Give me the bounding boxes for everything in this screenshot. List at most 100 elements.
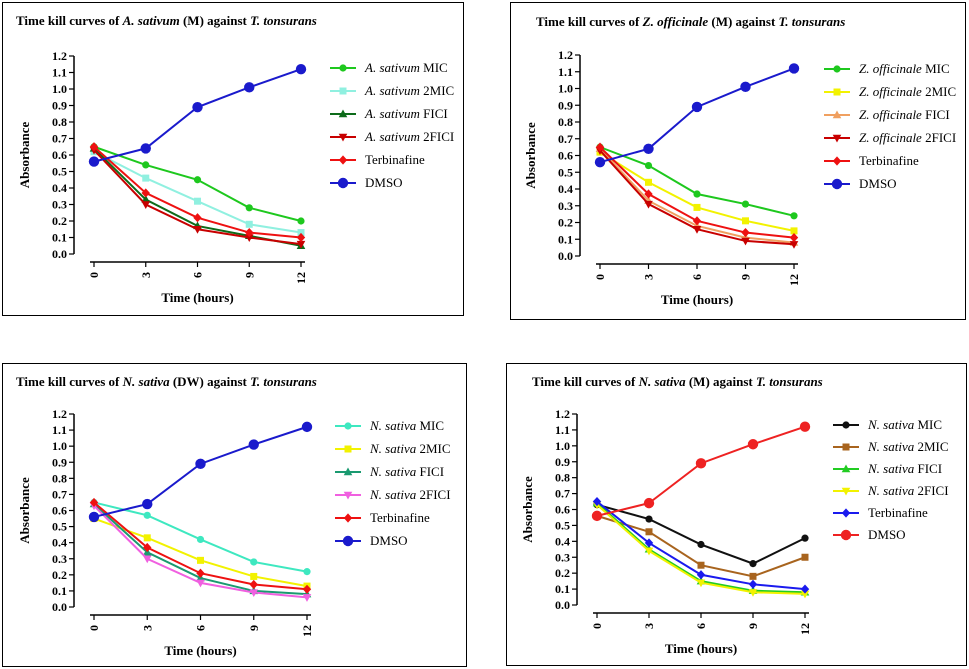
data-point xyxy=(693,190,701,198)
data-point xyxy=(645,178,652,186)
series-line xyxy=(596,503,806,565)
legend-label: Terbinafine xyxy=(859,153,919,168)
y-tick-label: 0.9 xyxy=(558,98,573,112)
legend-entry: Z. officinale FICI xyxy=(824,107,950,122)
y-tick-label: 1.0 xyxy=(52,439,67,453)
data-point xyxy=(643,143,654,154)
y-tick-label: 0.2 xyxy=(52,568,67,582)
legend-label: N. sativa 2FICI xyxy=(369,487,451,502)
y-tick-label: 0.5 xyxy=(558,165,573,179)
series-line xyxy=(596,425,806,517)
data-point xyxy=(301,421,313,433)
legend-swatch-marker xyxy=(832,134,842,143)
y-tick-label: 0.9 xyxy=(52,99,67,113)
series-terbinafine xyxy=(595,142,799,243)
data-point xyxy=(296,232,306,243)
legend-entry: N. sativa FICI xyxy=(833,461,942,476)
data-point xyxy=(691,101,703,113)
y-tick-label: 0.4 xyxy=(52,181,67,195)
data-point xyxy=(592,496,602,507)
x-tick-label: 12 xyxy=(294,272,308,284)
series-terbinafine xyxy=(89,142,306,243)
legend-label: A. sativum 2MIC xyxy=(364,83,454,98)
data-point xyxy=(696,570,706,580)
data-point xyxy=(249,589,259,598)
chart-panel-a-sativum: Time kill curves of A. sativum (M) again… xyxy=(2,2,464,316)
legend-label: Z. officinale 2MIC xyxy=(859,84,956,99)
data-point xyxy=(644,189,653,199)
data-point xyxy=(196,568,205,578)
y-tick-label: 0.6 xyxy=(52,148,67,162)
data-point xyxy=(245,227,254,238)
legend-entry: N. sativa 2FICI xyxy=(335,487,451,502)
legend-entry: Terbinafine xyxy=(824,153,919,168)
series-2fici xyxy=(89,502,312,602)
x-axis-label: Time (hours) xyxy=(164,643,236,658)
series-mic xyxy=(90,143,305,225)
legend-swatch-marker xyxy=(831,178,843,190)
legend-entry: DMSO xyxy=(330,175,403,190)
legend-entry: Terbinafine xyxy=(330,152,425,167)
data-point xyxy=(741,200,750,208)
x-axis-label: Time (hours) xyxy=(665,641,737,656)
y-tick-label: 0.4 xyxy=(52,536,67,550)
legend-swatch-marker xyxy=(842,421,850,429)
data-point xyxy=(693,203,701,211)
y-tick-label: 0.7 xyxy=(558,132,573,146)
series-mic xyxy=(593,501,809,568)
legend-label: N. sativa MIC xyxy=(369,418,444,433)
data-point xyxy=(643,497,655,509)
legend-swatch-marker xyxy=(841,508,851,518)
chart-title: Time kill curves of N. sativa (M) agains… xyxy=(532,374,823,389)
legend-entry: A. sativum MIC xyxy=(330,60,448,75)
legend-label: A. sativum MIC xyxy=(364,60,448,75)
y-axis-label: Absorbance xyxy=(17,122,32,189)
series-line xyxy=(93,68,302,163)
chart-title: Time kill curves of Z. officinale (M) ag… xyxy=(536,14,845,29)
legend-swatch-marker xyxy=(342,535,354,547)
y-tick-label: 0.5 xyxy=(52,165,67,179)
data-point xyxy=(143,534,151,542)
data-point xyxy=(250,558,258,566)
legend-entry: N. sativa MIC xyxy=(335,418,444,433)
legend-label: N. sativa 2MIC xyxy=(369,441,451,456)
x-tick-label: 9 xyxy=(247,625,261,631)
legend-swatch-marker xyxy=(339,87,347,95)
y-tick-label: 0.3 xyxy=(555,550,570,564)
legend-label: Z. officinale FICI xyxy=(859,107,950,122)
legend-entry: A. sativum 2MIC xyxy=(330,83,454,98)
legend-swatch-marker xyxy=(338,155,348,165)
data-point xyxy=(644,200,653,209)
y-tick-label: 0.8 xyxy=(52,115,67,129)
data-point xyxy=(194,197,201,205)
y-tick-label: 1.1 xyxy=(52,66,67,80)
data-point xyxy=(143,542,152,553)
data-point xyxy=(789,232,799,243)
chart-svg: Time kill curves of A. sativum (M) again… xyxy=(16,13,454,305)
x-tick-label: 12 xyxy=(300,625,314,637)
data-point xyxy=(740,81,751,93)
y-tick-label: 0.8 xyxy=(558,115,573,129)
y-tick-label: 0.6 xyxy=(555,503,570,517)
y-tick-label: 0.9 xyxy=(555,455,570,469)
legend-swatch-marker xyxy=(338,109,348,118)
y-tick-label: 0.7 xyxy=(555,487,570,501)
x-tick-label: 9 xyxy=(242,272,256,278)
x-tick-label: 3 xyxy=(642,623,656,629)
legend-entry: Z. officinale MIC xyxy=(824,61,950,76)
data-point xyxy=(747,439,759,450)
legend-swatch-marker xyxy=(832,156,842,166)
legend-entry: A. sativum 2FICI xyxy=(330,129,454,144)
x-tick-label: 0 xyxy=(87,272,101,278)
data-point xyxy=(801,534,809,542)
legend-entry: Terbinafine xyxy=(335,510,430,525)
x-axis-label: Time (hours) xyxy=(161,290,233,305)
x-tick-label: 6 xyxy=(694,623,708,629)
y-tick-label: 0.2 xyxy=(555,566,570,580)
series-line xyxy=(599,67,795,164)
legend-swatch-marker xyxy=(842,443,850,451)
x-tick-label: 0 xyxy=(87,625,101,631)
data-point xyxy=(244,234,254,242)
data-point xyxy=(141,188,150,198)
data-point xyxy=(594,157,606,168)
